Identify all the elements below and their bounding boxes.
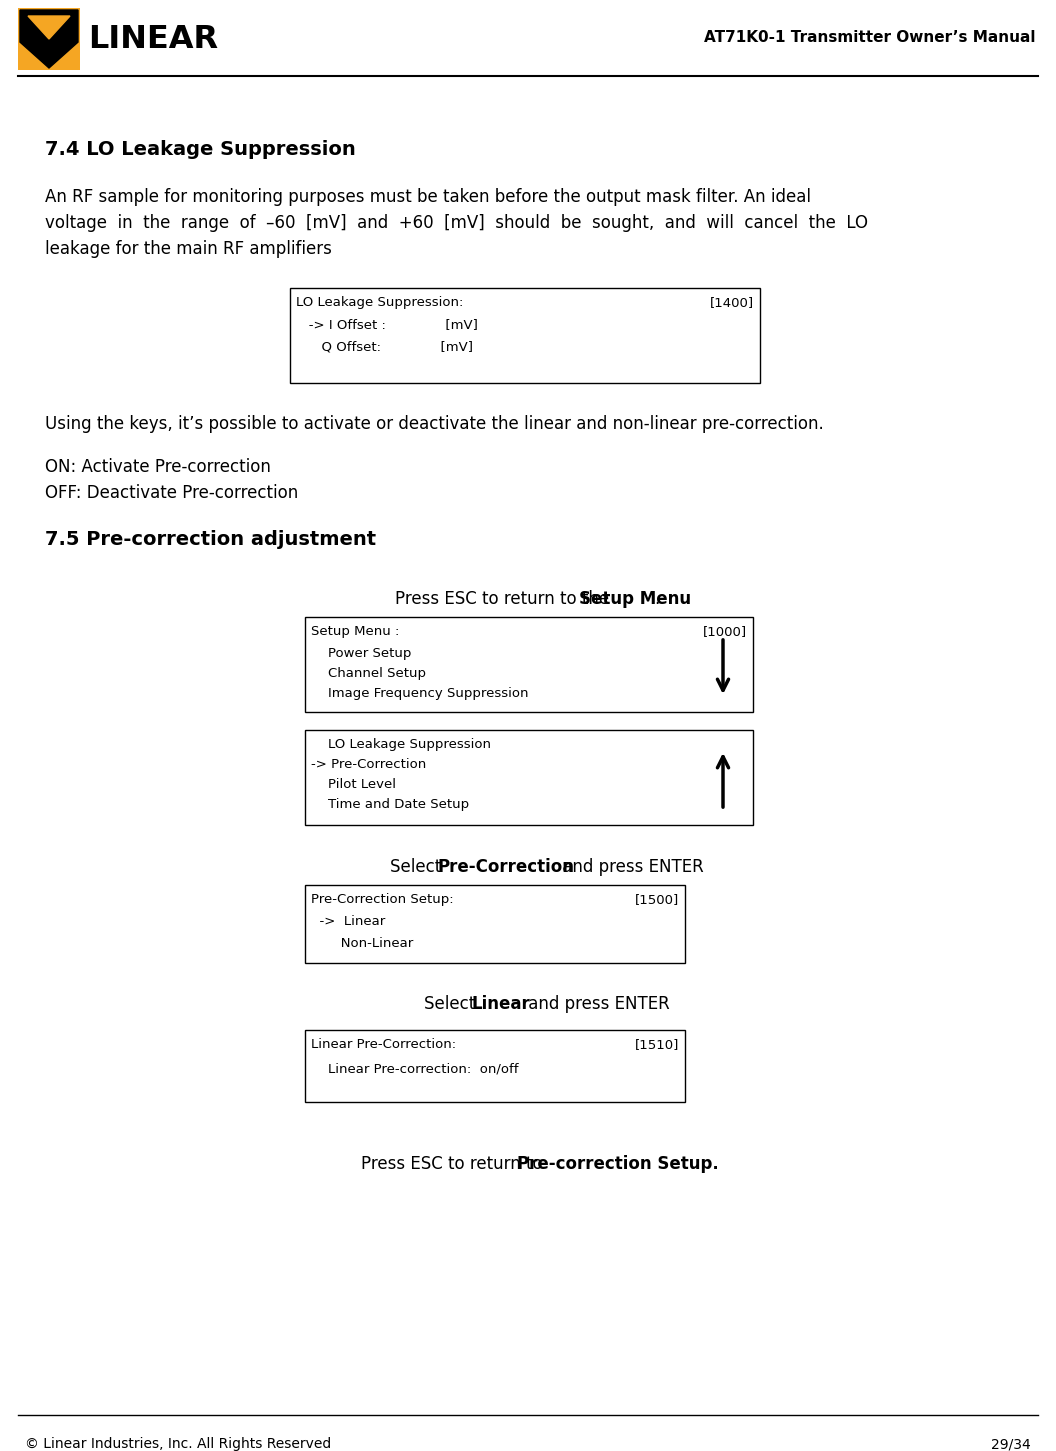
- Text: Image Frequency Suppression: Image Frequency Suppression: [312, 686, 528, 699]
- Text: ON: Activate Pre-correction: ON: Activate Pre-correction: [45, 459, 271, 476]
- Text: Pre-correction Setup.: Pre-correction Setup.: [517, 1155, 719, 1172]
- Text: [1000]: [1000]: [703, 625, 747, 638]
- Bar: [290, 287, 760, 383]
- Text: Linear Pre-correction:  on/off: Linear Pre-correction: on/off: [312, 1062, 518, 1075]
- Polygon shape: [29, 16, 70, 39]
- Text: Time and Date Setup: Time and Date Setup: [312, 798, 469, 811]
- Text: An RF sample for monitoring purposes must be taken before the output mask filter: An RF sample for monitoring purposes mus…: [45, 189, 811, 206]
- Polygon shape: [20, 10, 78, 68]
- Text: Pre-Correction Setup:: Pre-Correction Setup:: [312, 892, 454, 905]
- Text: -> I Offset :              [mV]: -> I Offset : [mV]: [296, 318, 478, 331]
- Text: [1500]: [1500]: [635, 892, 679, 905]
- Text: -> Pre-Correction: -> Pre-Correction: [312, 757, 427, 770]
- Text: Press ESC to return to the: Press ESC to return to the: [395, 591, 615, 608]
- Bar: [305, 885, 685, 963]
- Text: Pilot Level: Pilot Level: [312, 778, 396, 791]
- Text: Select: Select: [425, 995, 480, 1013]
- Text: Q Offset:              [mV]: Q Offset: [mV]: [296, 340, 473, 353]
- Text: Select: Select: [391, 858, 447, 876]
- Text: Setup Menu :: Setup Menu :: [312, 625, 399, 638]
- Text: Linear: Linear: [472, 995, 531, 1013]
- Text: Setup Menu: Setup Menu: [579, 591, 691, 608]
- Text: 29/34: 29/34: [992, 1436, 1031, 1451]
- Text: LO Leakage Suppression: LO Leakage Suppression: [312, 739, 491, 752]
- Text: OFF: Deactivate Pre-correction: OFF: Deactivate Pre-correction: [45, 485, 298, 502]
- Bar: [18, 9, 80, 70]
- Text: voltage  in  the  range  of  –60  [mV]  and  +60  [mV]  should  be  sought,  and: voltage in the range of –60 [mV] and +60…: [45, 213, 868, 232]
- Text: LO Leakage Suppression:: LO Leakage Suppression:: [296, 296, 464, 309]
- Text: Pre-Correction: Pre-Correction: [438, 858, 574, 876]
- Text: 7.5 Pre-correction adjustment: 7.5 Pre-correction adjustment: [45, 530, 376, 548]
- Text: AT71K0-1 Transmitter Owner’s Manual: AT71K0-1 Transmitter Owner’s Manual: [704, 30, 1036, 45]
- Text: Channel Setup: Channel Setup: [312, 667, 426, 681]
- Text: LINEAR: LINEAR: [88, 23, 219, 55]
- Text: and press ENTER: and press ENTER: [557, 858, 703, 876]
- Text: Non-Linear: Non-Linear: [312, 937, 413, 950]
- Text: Power Setup: Power Setup: [312, 647, 412, 660]
- Text: Using the keys, it’s possible to activate or deactivate the linear and non-linea: Using the keys, it’s possible to activat…: [45, 415, 824, 432]
- Text: and press ENTER: and press ENTER: [523, 995, 670, 1013]
- Text: Linear Pre-Correction:: Linear Pre-Correction:: [312, 1037, 456, 1051]
- Text: © Linear Industries, Inc. All Rights Reserved: © Linear Industries, Inc. All Rights Res…: [25, 1436, 332, 1451]
- Bar: [305, 730, 753, 826]
- Text: [1510]: [1510]: [635, 1037, 679, 1051]
- Text: 7.4 LO Leakage Suppression: 7.4 LO Leakage Suppression: [45, 139, 356, 160]
- Bar: [305, 617, 753, 712]
- Text: ->  Linear: -> Linear: [312, 916, 385, 929]
- Text: [1400]: [1400]: [710, 296, 754, 309]
- Text: Press ESC to return to: Press ESC to return to: [360, 1155, 547, 1172]
- Text: .: .: [654, 591, 659, 608]
- Bar: [305, 1030, 685, 1101]
- Text: leakage for the main RF amplifiers: leakage for the main RF amplifiers: [45, 239, 332, 258]
